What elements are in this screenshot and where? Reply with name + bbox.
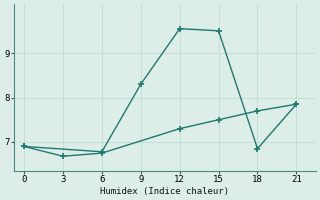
X-axis label: Humidex (Indice chaleur): Humidex (Indice chaleur) xyxy=(100,187,229,196)
